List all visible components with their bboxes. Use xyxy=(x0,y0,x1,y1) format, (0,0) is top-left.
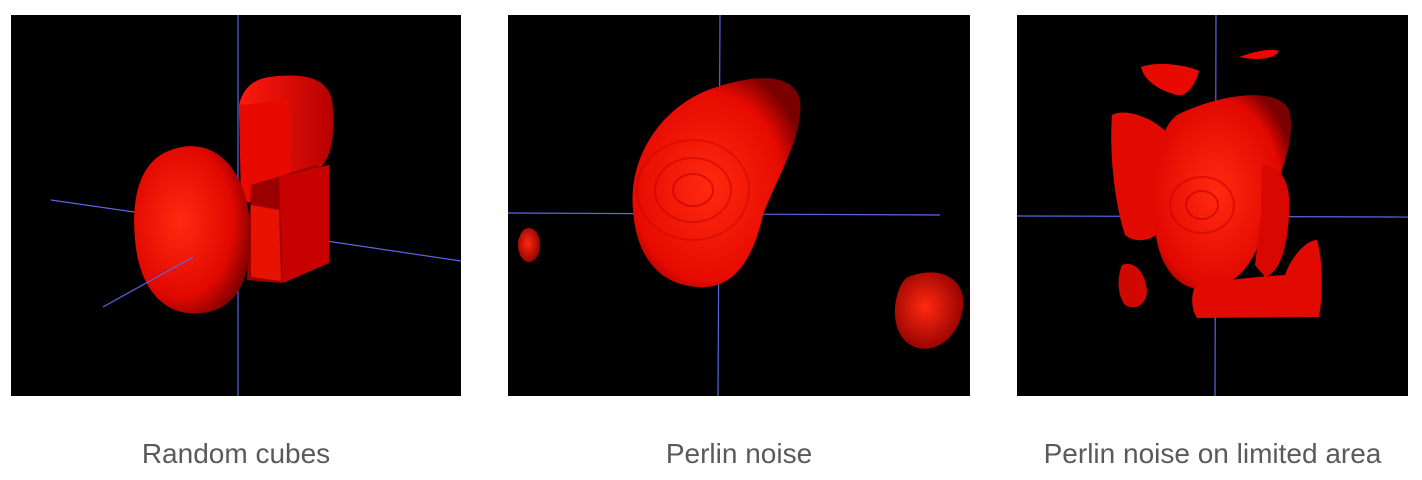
blob-shape xyxy=(1141,64,1199,96)
render-canvas xyxy=(508,15,964,396)
contour-ring xyxy=(1185,190,1219,220)
cube-shape xyxy=(251,205,281,281)
figure-caption: Perlin noise xyxy=(665,438,813,469)
figure-caption: Random cubes xyxy=(141,438,331,469)
contour-ring xyxy=(636,139,750,241)
contour-ring xyxy=(654,157,732,223)
contour-ring xyxy=(672,173,714,207)
blob-shape xyxy=(518,228,540,262)
contour-ring xyxy=(1169,176,1235,234)
render-perlin-noise xyxy=(508,15,970,396)
render-canvas xyxy=(50,15,461,396)
axis-line xyxy=(102,256,194,308)
render-random-cubes xyxy=(11,15,461,396)
blob-shape xyxy=(1255,165,1290,277)
blob-shape xyxy=(894,272,964,349)
cube-shape xyxy=(279,165,329,283)
axis-line xyxy=(50,199,142,214)
render-perlin-noise-limited xyxy=(1017,15,1408,396)
blob-shape xyxy=(1118,263,1147,308)
blob-shape xyxy=(1239,49,1279,59)
axis-line xyxy=(305,237,461,262)
blob-shape xyxy=(1153,95,1291,291)
blob-shape xyxy=(134,146,251,314)
blob-shape xyxy=(1192,240,1322,318)
figure-caption: Perlin noise on limited area xyxy=(1043,438,1382,469)
blob-shape xyxy=(632,78,801,288)
render-canvas xyxy=(1017,15,1408,396)
